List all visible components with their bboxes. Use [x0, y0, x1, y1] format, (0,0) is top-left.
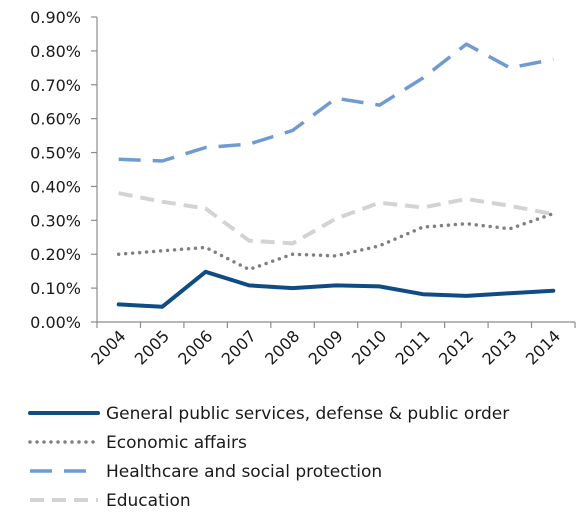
- y-axis-ticks: 0.00% 0.10% 0.20% 0.30% 0.40% 0.50% 0.60% 0.70%…: [30, 8, 97, 332]
- y-tick-label: 0.80%: [30, 42, 81, 61]
- series-line-0: [116, 269, 556, 309]
- legend: General public services, defense & publi…: [28, 404, 509, 511]
- y-tick-label: 0.10%: [30, 279, 81, 298]
- y-tick-label: 0.90%: [30, 8, 81, 27]
- x-tick-label: 2014: [522, 326, 564, 368]
- legend-label-1: Economic affairs: [106, 433, 247, 453]
- y-tick-label: 0.40%: [30, 177, 81, 196]
- series-line-1: [116, 211, 556, 272]
- x-tick-label: 2004: [87, 326, 129, 368]
- y-tick-label: 0.20%: [30, 245, 81, 264]
- series-line-3: [118, 191, 554, 246]
- legend-label-0: General public services, defense & publi…: [106, 404, 509, 424]
- x-tick-label: 2009: [305, 326, 347, 368]
- series-lines: [116, 42, 556, 309]
- x-tick-label: 2013: [478, 326, 520, 368]
- legend-label-2: Healthcare and social protection: [106, 462, 382, 482]
- x-axis-ticks: 2004 2005 2006 2007 2008 2009 2010 2011 2012 2013…: [87, 322, 576, 369]
- y-tick-label: 0.00%: [30, 313, 81, 332]
- y-tick-label: 0.30%: [30, 211, 81, 230]
- x-tick-label: 2006: [174, 326, 216, 368]
- y-tick-label: 0.50%: [30, 144, 81, 163]
- x-tick-label: 2005: [131, 326, 173, 368]
- y-tick-label: 0.60%: [30, 110, 81, 129]
- x-tick-label: 2010: [348, 326, 390, 368]
- x-tick-label: 2012: [435, 326, 477, 368]
- y-tick-label: 0.70%: [30, 76, 81, 95]
- x-tick-label: 2011: [392, 326, 434, 368]
- x-tick-label: 2007: [218, 326, 260, 368]
- axes: [96, 17, 575, 323]
- series-line-2: [118, 42, 554, 163]
- x-tick-label: 2008: [261, 326, 303, 368]
- legend-label-3: Education: [106, 491, 191, 511]
